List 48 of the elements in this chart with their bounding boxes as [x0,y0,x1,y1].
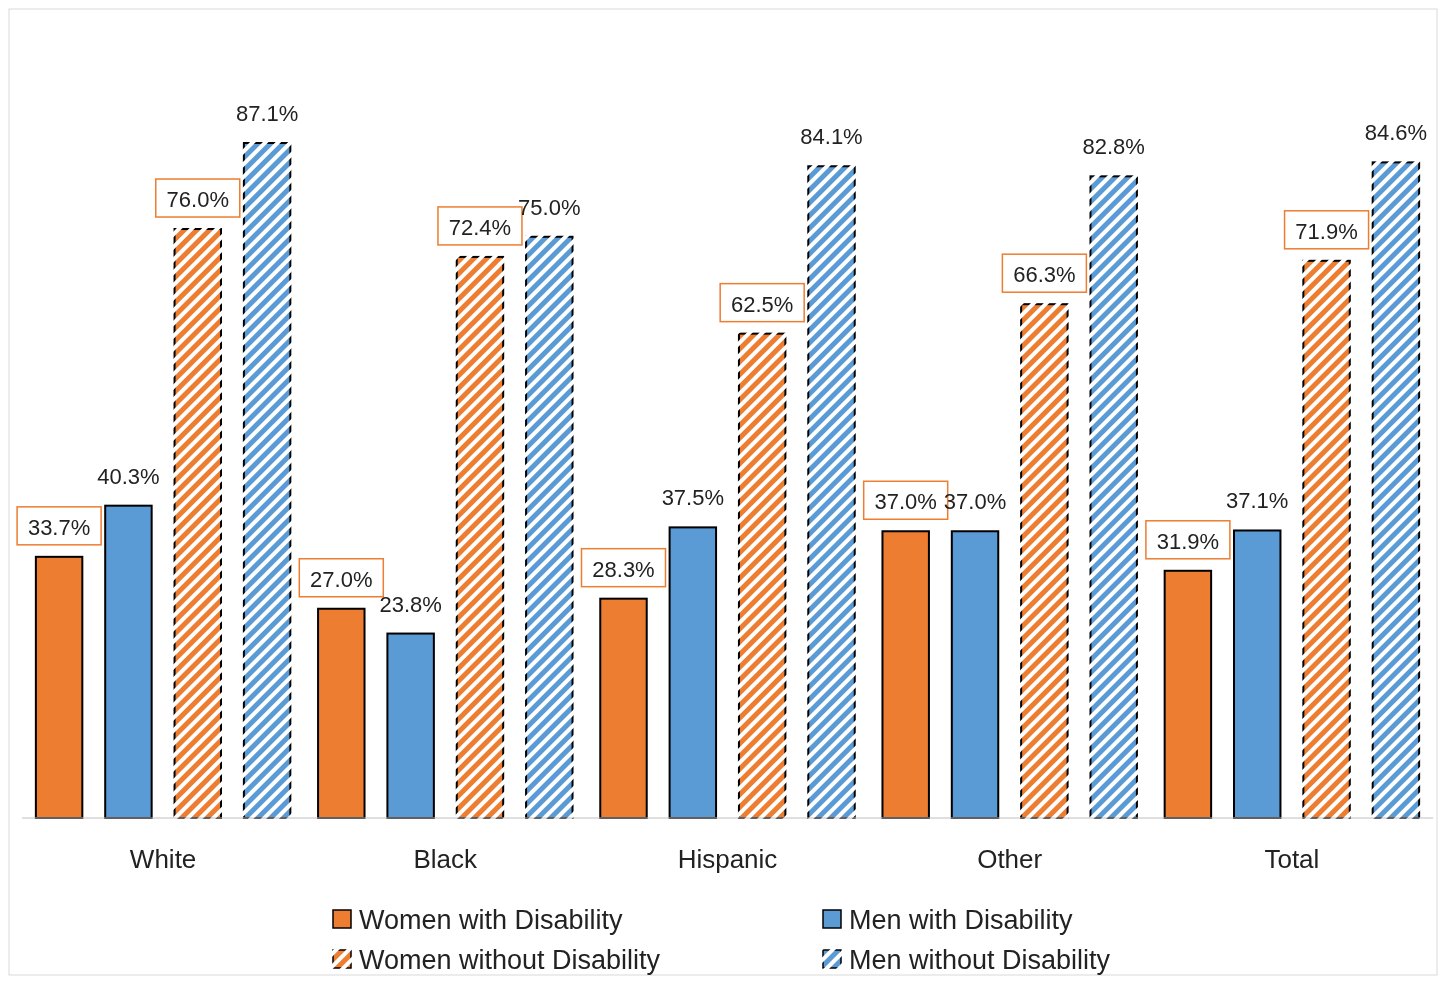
data-label: 87.1% [235,101,299,126]
legend-label: Women without Disability [359,945,661,975]
bar [668,526,718,819]
bar [950,530,1000,819]
bar [1371,161,1421,819]
legend-label: Women with Disability [359,905,624,935]
data-label: 82.8% [1082,134,1145,160]
legend-label: Men without Disability [849,945,1111,975]
x-tick-label: Hispanic [677,844,778,874]
bar [1302,259,1351,819]
bar [807,165,856,819]
data-label: 33.7% [27,514,91,540]
data-label: 27.0% [310,566,373,592]
bar [34,555,84,819]
data-label: 72.4% [448,214,512,240]
bar [599,597,648,819]
data-label: 40.3% [97,463,160,489]
data-label: 84.6% [1364,120,1428,146]
data-label: 66.3% [1013,262,1076,288]
data-label: 71.9% [1295,218,1358,244]
data-label: 84.1% [800,124,863,150]
bar [1233,529,1282,819]
bar [242,142,292,819]
x-tick-label: Total [1264,844,1320,874]
data-label: 28.3% [592,556,655,582]
bar [737,332,787,819]
bar [386,632,435,819]
data-label: 75.0% [518,194,581,220]
data-label: 31.9% [1156,528,1220,554]
data-label: 37.1% [1226,488,1289,514]
data-label: 62.5% [730,291,794,317]
data-label: 37.5% [661,485,725,511]
bar [455,255,505,819]
x-tick-label: Black [413,844,479,874]
bar [881,530,930,819]
x-tick-label: White [129,844,197,874]
bar [317,607,366,819]
data-label: 23.8% [379,591,442,617]
bar [525,235,574,819]
legend-label: Men with Disability [849,905,1074,935]
bar [104,504,153,819]
bar [173,228,222,819]
bar [1020,303,1069,819]
data-label: 76.0% [166,187,229,213]
x-tick-label: Other [977,844,1043,874]
bar [1163,569,1213,819]
data-label: 37.0% [874,489,937,515]
bar [1089,175,1138,819]
